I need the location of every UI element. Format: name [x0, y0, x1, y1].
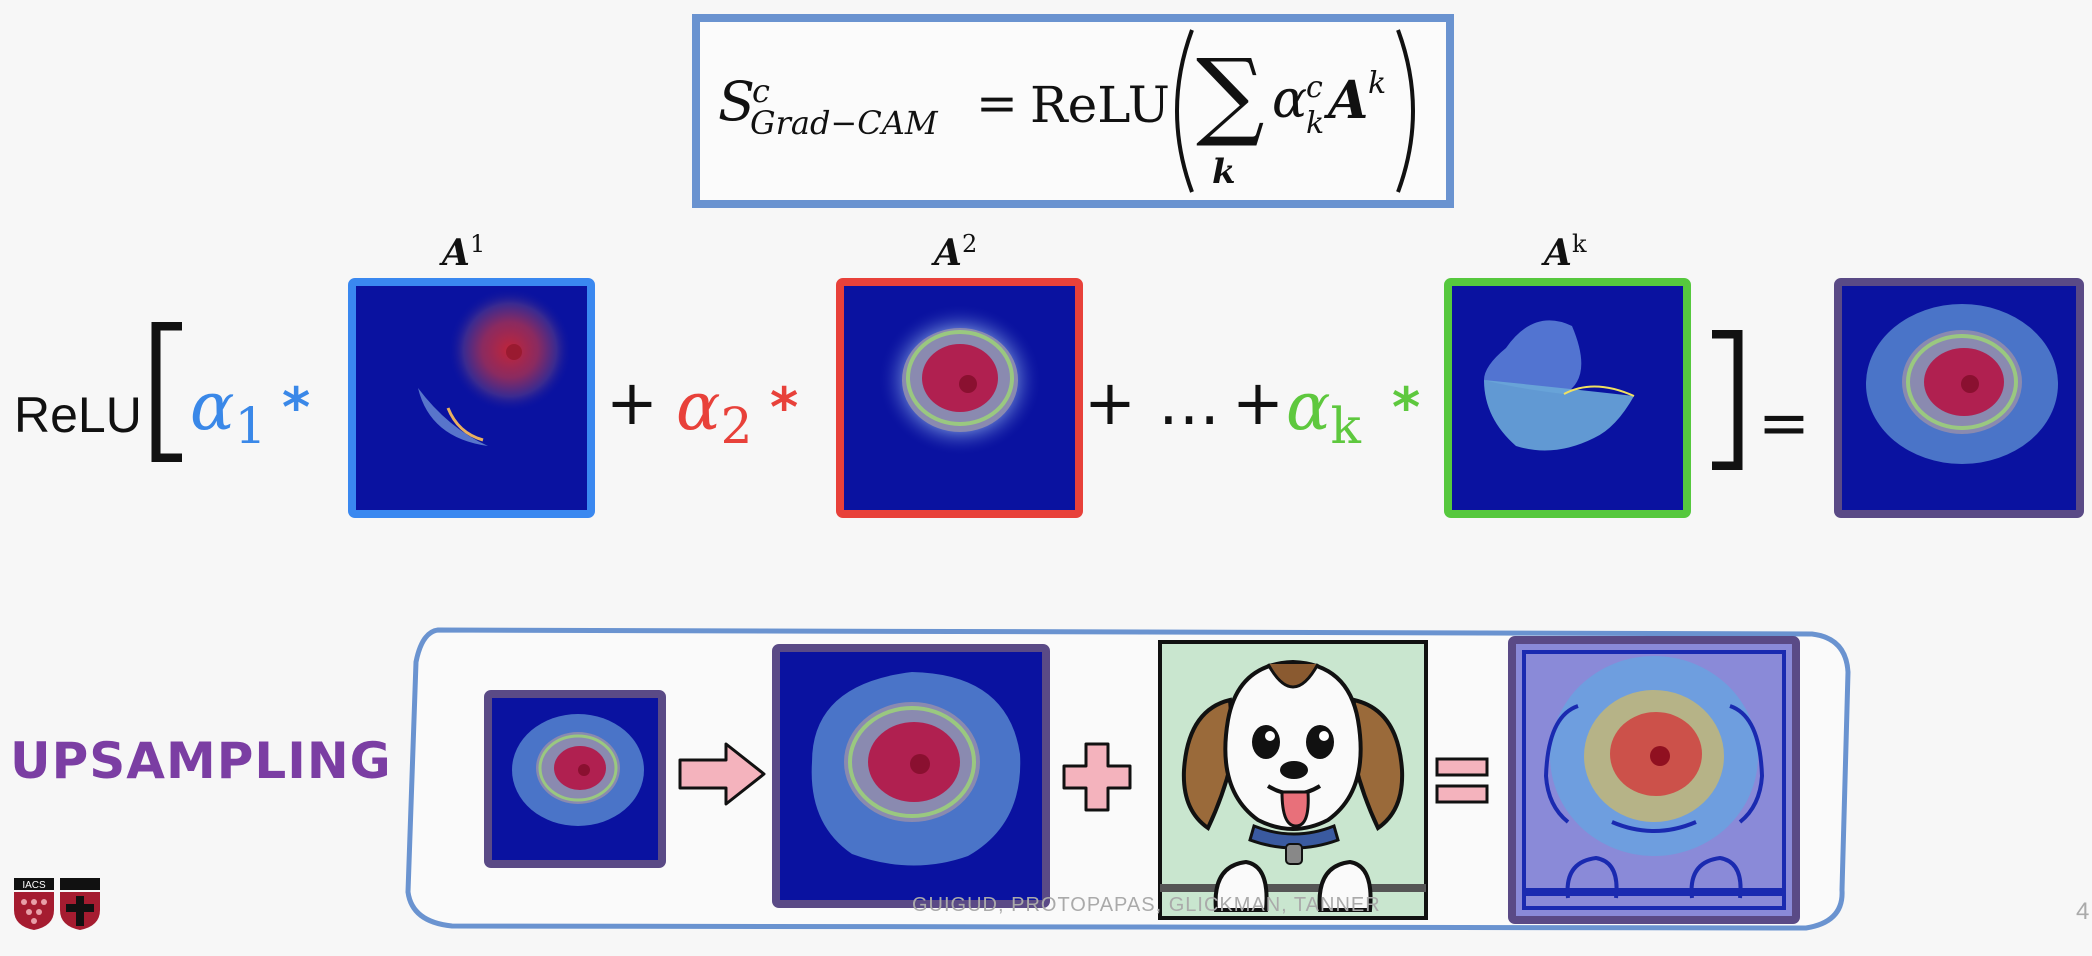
formula-lhs-sub: Grad−CAM [750, 104, 938, 142]
activation-map-2 [836, 278, 1083, 518]
dog-illustration [1158, 640, 1428, 920]
plus-2: + [1084, 366, 1136, 439]
svg-text:IACS: IACS [22, 880, 46, 891]
star-k: * [1392, 376, 1421, 439]
activation-map-k [1444, 278, 1691, 518]
upsample-arrow-icon [678, 742, 766, 806]
map-label-1: A1 [442, 230, 486, 274]
iacs-harvard-logo: IACS [14, 878, 100, 930]
formula-alpha-sub: k [1306, 106, 1325, 141]
alpha-k: αk [1286, 368, 1361, 456]
map-label-2: A2 [934, 230, 978, 274]
plus-icon [1062, 742, 1132, 812]
equation-close-bracket [1712, 330, 1743, 470]
footer-authors: GUIGUD, PROTOPAPAS, GLICKMAN, TANNER [912, 894, 1381, 916]
overlay-result [1508, 636, 1800, 924]
equals-icon [1435, 757, 1489, 804]
formula-sum-symbol: ∑ [1196, 38, 1265, 150]
formula-lhs: S [718, 70, 755, 133]
activation-map-1 [348, 278, 595, 518]
small-heatmap [484, 690, 666, 868]
formula-box [692, 14, 1454, 208]
result-heatmap [1834, 278, 2084, 518]
page-number: 4 [2076, 898, 2091, 925]
star-1: * [282, 376, 311, 439]
upsampling-label: UPSAMPLING [10, 732, 392, 790]
star-2: * [770, 376, 799, 439]
formula-alpha-sup: c [1306, 70, 1323, 105]
ellipsis: … [1158, 366, 1220, 439]
large-heatmap [772, 644, 1050, 908]
plus-3: + [1232, 366, 1284, 439]
map-label-k: Ak [1544, 230, 1587, 274]
formula-left-paren [1175, 29, 1194, 193]
formula-alpha: α [1272, 70, 1308, 130]
equation-relu-label: ReLU [14, 387, 142, 443]
alpha-2: α2 [676, 368, 753, 456]
formula-A: A [1328, 70, 1369, 131]
equation-open-bracket [151, 322, 182, 462]
formula-relu: ReLU [1030, 76, 1170, 134]
formula-equals: = [976, 74, 1018, 132]
plus-1: + [606, 366, 658, 439]
formula-A-sup: k [1368, 66, 1387, 101]
formula-sum-index: k [1212, 152, 1236, 192]
alpha-1: α1 [190, 368, 267, 456]
formula-right-paren [1396, 29, 1415, 193]
equation-equals: = [1758, 386, 1810, 459]
formula-lhs-sup: c [752, 72, 770, 110]
